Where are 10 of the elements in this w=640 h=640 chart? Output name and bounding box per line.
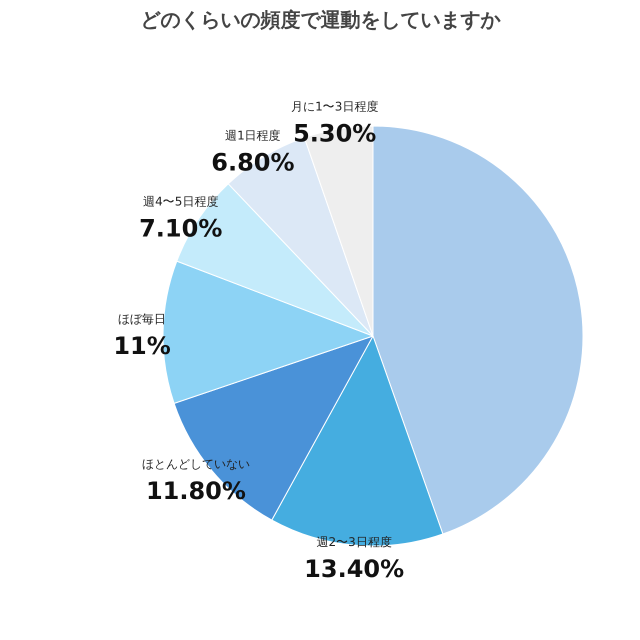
- slice-label: 月に1〜3日程度: [291, 99, 378, 114]
- data-label: 13.40%: [304, 554, 404, 583]
- data-label: 6.80%: [211, 148, 295, 176]
- slice-label: 週1日程度: [225, 128, 281, 142]
- slice-label: ほぼ毎日: [118, 312, 166, 326]
- data-label: 7.10%: [139, 214, 222, 242]
- data-label: 5.30%: [293, 119, 376, 148]
- slice-label: 週4〜5日程度: [143, 194, 218, 208]
- chart-title: どのくらいの頻度で運動をしていますか: [140, 8, 502, 32]
- data-label: 11%: [113, 332, 171, 360]
